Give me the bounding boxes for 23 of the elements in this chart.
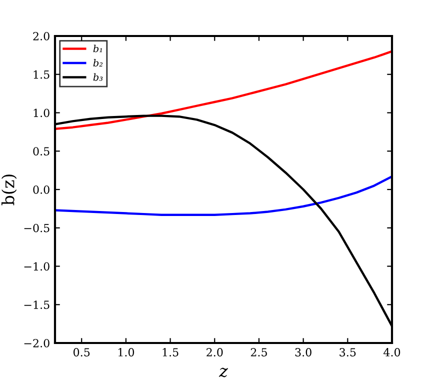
x-tick-label: 1.5	[162, 348, 178, 356]
y-tick-label: 1.5	[34, 70, 50, 79]
y-tick-label: −1.0	[24, 262, 50, 271]
y-axis-title: b(z)	[1, 174, 17, 206]
x-tick-label: 2.5	[250, 348, 267, 356]
y-tick-label: 1.0	[34, 108, 50, 118]
y-tick-label: 2.0	[33, 32, 50, 40]
legend-label: b₃	[93, 73, 103, 81]
x-tick-label: 1.0	[118, 348, 134, 356]
x-tick-label: 4.0	[384, 348, 400, 356]
y-tick-label: −0.5	[24, 224, 50, 232]
x-tick-label: 0.5	[74, 348, 90, 356]
y-tick-label: −2.0	[24, 338, 50, 348]
x-tick-label: 3.0	[295, 348, 312, 356]
x-tick-label: 3.5	[340, 348, 356, 356]
legend-label: b₁	[93, 44, 102, 52]
y-tick-label: 0.5	[33, 147, 50, 156]
line-series	[55, 175, 392, 216]
y-tick-label: 0.0	[33, 185, 50, 194]
x-tick-label: 2.0	[206, 348, 223, 356]
legend-label: b₂	[93, 59, 103, 67]
y-tick-label: −1.5	[24, 300, 50, 310]
x-axis-title: z	[218, 368, 228, 378]
